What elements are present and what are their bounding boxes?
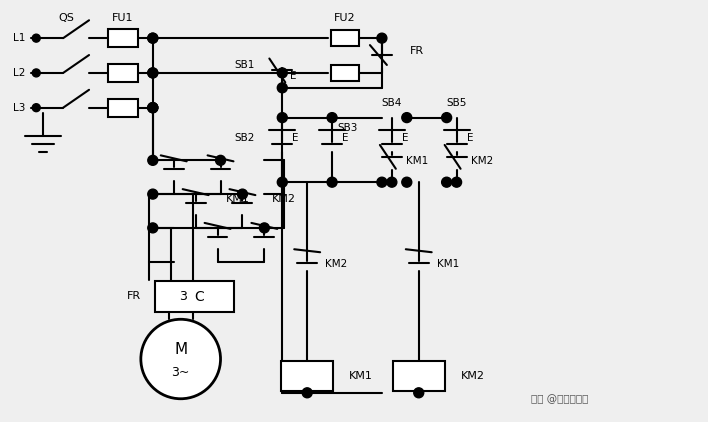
Circle shape [278, 113, 287, 122]
Circle shape [148, 68, 158, 78]
Text: 3~: 3~ [171, 366, 190, 379]
Text: E: E [342, 133, 348, 143]
Circle shape [33, 34, 40, 42]
Circle shape [278, 83, 287, 93]
Text: KM2: KM2 [273, 194, 297, 204]
Text: E: E [290, 71, 297, 81]
Text: KM1: KM1 [406, 156, 428, 166]
Text: 3: 3 [178, 290, 187, 303]
Text: KM2: KM2 [461, 371, 484, 381]
Text: QS: QS [58, 13, 74, 23]
Circle shape [148, 223, 158, 233]
Circle shape [442, 177, 452, 187]
Circle shape [148, 33, 158, 43]
Circle shape [278, 68, 287, 78]
Text: E: E [292, 133, 299, 143]
Bar [331, 30, 359, 46]
Bar [331, 65, 359, 81]
Circle shape [377, 177, 387, 187]
Circle shape [237, 189, 247, 199]
Circle shape [148, 103, 158, 113]
Text: C: C [195, 290, 205, 304]
Text: KM2: KM2 [471, 156, 493, 166]
Circle shape [148, 189, 158, 199]
Circle shape [33, 104, 40, 112]
Circle shape [387, 177, 396, 187]
Text: 知乎 @电力观察官: 知乎 @电力观察官 [530, 394, 588, 404]
Bar [108, 29, 138, 47]
Bar [108, 64, 138, 82]
Circle shape [148, 103, 158, 113]
Text: E: E [467, 133, 473, 143]
Circle shape [302, 388, 312, 398]
Bar [108, 99, 138, 116]
Text: SB2: SB2 [234, 133, 254, 143]
Text: M: M [174, 341, 187, 357]
Circle shape [327, 177, 337, 187]
Circle shape [148, 33, 158, 43]
Text: L3: L3 [13, 103, 25, 113]
Circle shape [442, 113, 452, 122]
Circle shape [452, 177, 462, 187]
Circle shape [402, 113, 412, 122]
Text: SB5: SB5 [447, 98, 467, 108]
Text: L1: L1 [13, 33, 25, 43]
Bar [393, 361, 445, 391]
Text: E: E [402, 133, 409, 143]
Circle shape [215, 155, 226, 165]
Text: FR: FR [410, 46, 424, 56]
Circle shape [402, 177, 412, 187]
Text: KM1: KM1 [226, 194, 249, 204]
Circle shape [259, 223, 269, 233]
Text: L2: L2 [13, 68, 25, 78]
Circle shape [141, 319, 220, 399]
Circle shape [327, 113, 337, 122]
Circle shape [148, 68, 158, 78]
Text: KM1: KM1 [437, 259, 459, 269]
Circle shape [413, 388, 423, 398]
Text: SB4: SB4 [382, 98, 402, 108]
Text: SB3: SB3 [337, 122, 358, 133]
Circle shape [278, 177, 287, 187]
Text: KM2: KM2 [325, 259, 348, 269]
Text: FU2: FU2 [334, 13, 356, 23]
Text: KM1: KM1 [349, 371, 373, 381]
Text: SB1: SB1 [234, 60, 254, 70]
Circle shape [148, 155, 158, 165]
Text: FU1: FU1 [112, 13, 134, 23]
Text: FR: FR [127, 292, 141, 301]
Bar [155, 281, 234, 312]
Circle shape [148, 103, 158, 113]
Bar [281, 361, 333, 391]
Circle shape [377, 33, 387, 43]
Circle shape [33, 69, 40, 77]
